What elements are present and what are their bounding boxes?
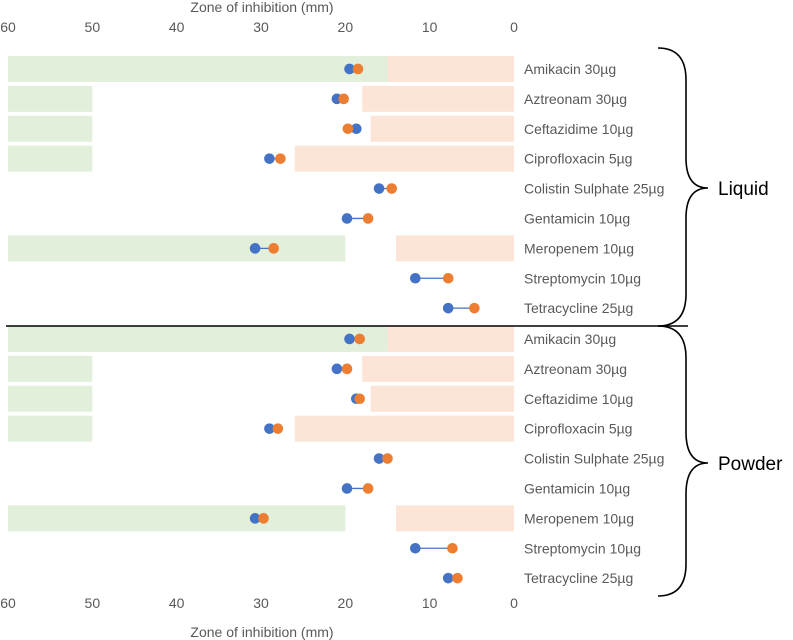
- point-orange-liquid-2: [342, 123, 354, 135]
- powder-brace: [657, 325, 709, 597]
- top-tick-label-40: 40: [169, 19, 185, 35]
- point-orange-powder-6: [258, 513, 269, 524]
- point-blue-liquid-5: [341, 213, 353, 224]
- category-label-liquid-1: Aztreonam 30µg: [524, 91, 627, 107]
- category-label-liquid-6: Meropenem 10µg: [524, 240, 634, 256]
- dumbbell-points: [249, 63, 480, 584]
- bottom-tick-label-40: 40: [169, 595, 185, 611]
- susceptible-band-powder-0: [8, 325, 388, 352]
- category-label-powder-7: Streptomycin 10µg: [524, 540, 641, 556]
- category-labels: Amikacin 30µg Aztreonam 30µg Ceftazidime 1…: [524, 61, 664, 586]
- resistant-band-liquid-0: [387, 55, 514, 82]
- point-orange-liquid-7: [442, 272, 454, 284]
- reference-bands: [8, 55, 514, 532]
- point-blue-liquid-3: [264, 153, 275, 164]
- point-blue-liquid-7: [410, 272, 421, 284]
- point-blue-powder-8: [442, 572, 454, 584]
- susceptible-band-liquid-3: [8, 145, 93, 172]
- top-tick-label-50: 50: [85, 19, 101, 35]
- resistant-band-powder-1: [362, 355, 514, 382]
- point-orange-liquid-6: [268, 243, 279, 254]
- category-label-liquid-8: Tetracycline 25µg: [524, 300, 633, 316]
- category-label-powder-0: Amikacin 30µg: [524, 331, 616, 347]
- category-label-powder-6: Meropenem 10µg: [524, 510, 634, 526]
- category-label-liquid-0: Amikacin 30µg: [524, 61, 616, 77]
- point-blue-liquid-0: [344, 63, 355, 75]
- liquid-brace: [657, 47, 709, 327]
- point-orange-powder-4: [382, 453, 393, 464]
- point-blue-powder-4: [373, 453, 385, 464]
- x-axes: Zone of inhibition (mm) Zone of inhibiti…: [0, 0, 518, 640]
- resistant-band-liquid-1: [362, 85, 514, 112]
- point-blue-powder-1: [331, 363, 343, 375]
- point-blue-powder-7: [410, 542, 421, 554]
- point-blue-liquid-2: [350, 123, 362, 135]
- susceptible-band-liquid-0: [8, 55, 388, 82]
- resistant-band-liquid-3: [294, 145, 514, 172]
- susceptible-band-powder-1: [8, 355, 93, 382]
- point-orange-liquid-4: [386, 183, 398, 194]
- point-orange-powder-0: [354, 333, 365, 345]
- point-orange-liquid-1: [338, 93, 349, 105]
- resistant-band-liquid-6: [395, 235, 514, 262]
- resistant-band-powder-6: [395, 505, 514, 532]
- point-orange-powder-3: [272, 423, 284, 434]
- category-label-powder-4: Colistin Sulphate 25µg: [524, 451, 664, 467]
- point-blue-powder-3: [264, 423, 275, 434]
- category-label-liquid-7: Streptomycin 10µg: [524, 270, 641, 286]
- resistant-band-powder-0: [387, 325, 514, 352]
- bottom-tick-label-60: 60: [0, 595, 16, 611]
- point-orange-powder-2: [354, 393, 365, 405]
- category-label-powder-5: Gentamicin 10µg: [524, 480, 630, 496]
- top-axis-title: Zone of inhibition (mm): [190, 0, 333, 15]
- bottom-tick-label-10: 10: [422, 595, 438, 611]
- point-orange-powder-1: [341, 363, 353, 375]
- top-tick-label-60: 60: [0, 19, 16, 35]
- point-orange-liquid-5: [362, 213, 374, 224]
- bottom-tick-label-50: 50: [85, 595, 101, 611]
- category-label-powder-2: Ceftazidime 10µg: [524, 391, 633, 407]
- point-blue-powder-6: [249, 513, 261, 524]
- point-orange-liquid-8: [469, 302, 480, 314]
- top-tick-label-10: 10: [422, 19, 438, 35]
- bottom-tick-label-30: 30: [253, 595, 269, 611]
- category-label-powder-3: Ciprofloxacin 5µg: [524, 421, 632, 437]
- susceptible-band-liquid-2: [8, 115, 93, 142]
- susceptible-band-powder-3: [8, 415, 93, 442]
- category-label-liquid-4: Colistin Sulphate 25µg: [524, 181, 664, 197]
- top-tick-label-20: 20: [338, 19, 354, 35]
- resistant-band-powder-3: [294, 415, 514, 442]
- category-label-liquid-3: Ciprofloxacin 5µg: [524, 151, 632, 167]
- point-blue-powder-0: [344, 333, 355, 345]
- category-label-powder-1: Aztreonam 30µg: [524, 361, 627, 377]
- susceptible-band-liquid-6: [8, 235, 346, 262]
- bottom-axis-title: Zone of inhibition (mm): [190, 624, 333, 640]
- category-label-liquid-2: Ceftazidime 10µg: [524, 121, 633, 137]
- bottom-tick-label-20: 20: [338, 595, 354, 611]
- resistant-band-liquid-2: [370, 115, 514, 142]
- top-tick-label-0: 0: [510, 19, 518, 35]
- point-blue-powder-5: [341, 483, 353, 494]
- susceptible-band-powder-2: [8, 385, 93, 412]
- point-orange-powder-8: [452, 572, 463, 584]
- point-blue-liquid-8: [442, 302, 454, 314]
- susceptible-band-powder-6: [8, 505, 346, 532]
- group-label-powder: Powder: [718, 454, 783, 475]
- top-tick-label-30: 30: [253, 19, 269, 35]
- resistant-band-powder-2: [370, 385, 514, 412]
- category-label-liquid-5: Gentamicin 10µg: [524, 210, 630, 226]
- point-orange-liquid-3: [275, 153, 286, 164]
- susceptible-band-liquid-1: [8, 85, 93, 112]
- group-label-liquid: Liquid: [718, 179, 769, 200]
- dumbbell-connectors: [255, 68, 475, 579]
- point-blue-liquid-6: [249, 243, 261, 254]
- bottom-tick-label-0: 0: [510, 595, 518, 611]
- point-orange-powder-5: [362, 483, 374, 494]
- point-blue-liquid-4: [373, 183, 385, 194]
- point-orange-liquid-0: [352, 63, 364, 75]
- point-orange-powder-7: [447, 542, 458, 554]
- category-label-powder-8: Tetracycline 25µg: [524, 570, 633, 586]
